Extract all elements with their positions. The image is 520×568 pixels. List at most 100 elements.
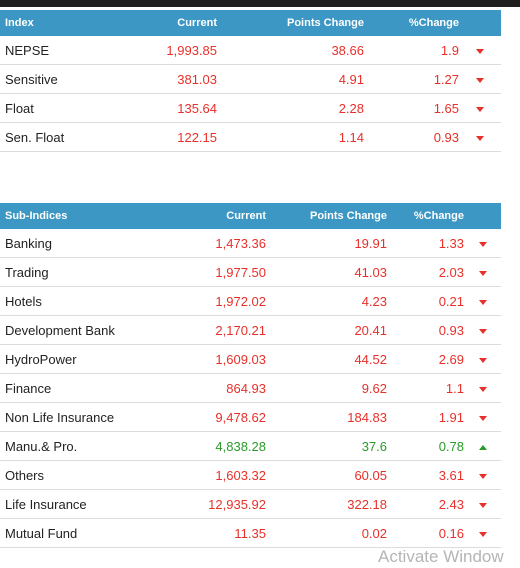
row-name: Trading	[0, 257, 147, 287]
sub-header-trend	[464, 203, 501, 229]
arrow-down-icon	[478, 357, 487, 363]
row-current: 1,609.03	[147, 344, 266, 374]
row-current: 1,972.02	[147, 286, 266, 316]
row-percent-change: 0.93	[364, 122, 459, 152]
trend-cell	[464, 229, 501, 258]
table-row[interactable]: Trading 1,977.50 41.03 2.03	[0, 257, 501, 287]
arrow-down-icon	[478, 502, 487, 508]
row-current: 1,993.85	[125, 36, 217, 65]
sub-header-name: Sub-Indices	[0, 203, 147, 229]
row-points-change: 9.62	[266, 373, 387, 403]
trend-cell	[464, 257, 501, 287]
row-current: 135.64	[125, 93, 217, 123]
index-header-trend	[459, 10, 501, 36]
trend-cell	[464, 431, 501, 461]
row-points-change: 37.6	[266, 431, 387, 461]
row-current: 11.35	[147, 518, 266, 548]
index-table-header: Index Current Points Change %Change	[0, 10, 501, 36]
trend-cell	[464, 489, 501, 519]
table-row[interactable]: Mutual Fund 11.35 0.02 0.16	[0, 518, 501, 548]
index-header-name: Index	[0, 10, 125, 36]
row-name: Sen. Float	[0, 122, 125, 152]
row-name: Mutual Fund	[0, 518, 147, 548]
row-percent-change: 1.91	[387, 402, 464, 432]
row-current: 4,838.28	[147, 431, 266, 461]
sub-header-pct: %Change	[387, 203, 464, 229]
index-header-current: Current	[125, 10, 217, 36]
index-table: Index Current Points Change %Change NEPS…	[0, 10, 501, 152]
sub-indices-table-header: Sub-Indices Current Points Change %Chang…	[0, 203, 501, 229]
trend-cell	[464, 518, 501, 548]
row-percent-change: 2.69	[387, 344, 464, 374]
row-percent-change: 1.33	[387, 229, 464, 258]
row-current: 381.03	[125, 64, 217, 94]
arrow-up-icon	[478, 444, 487, 450]
arrow-down-icon	[478, 328, 487, 334]
table-row[interactable]: Banking 1,473.36 19.91 1.33	[0, 229, 501, 258]
table-row[interactable]: Sensitive 381.03 4.91 1.27	[0, 64, 501, 94]
row-percent-change: 1.27	[364, 64, 459, 94]
row-name: Float	[0, 93, 125, 123]
sub-header-points: Points Change	[266, 203, 387, 229]
activate-windows-watermark: Activate Window	[378, 547, 504, 566]
top-bar	[0, 0, 520, 7]
sub-indices-table: Sub-Indices Current Points Change %Chang…	[0, 203, 501, 548]
row-points-change: 38.66	[217, 36, 364, 65]
row-name: Life Insurance	[0, 489, 147, 519]
arrow-down-icon	[476, 106, 484, 112]
table-row[interactable]: Others 1,603.32 60.05 3.61	[0, 460, 501, 490]
row-current: 122.15	[125, 122, 217, 152]
arrow-down-icon	[478, 386, 487, 392]
row-current: 2,170.21	[147, 315, 266, 345]
trend-cell	[459, 36, 501, 65]
row-percent-change: 1.1	[387, 373, 464, 403]
row-points-change: 2.28	[217, 93, 364, 123]
row-percent-change: 1.9	[364, 36, 459, 65]
row-name: Manu.& Pro.	[0, 431, 147, 461]
table-row[interactable]: Finance 864.93 9.62 1.1	[0, 373, 501, 403]
trend-cell	[459, 64, 501, 94]
row-percent-change: 2.43	[387, 489, 464, 519]
table-row[interactable]: Hotels 1,972.02 4.23 0.21	[0, 286, 501, 316]
row-current: 1,977.50	[147, 257, 266, 287]
row-current: 1,603.32	[147, 460, 266, 490]
trend-cell	[464, 344, 501, 374]
index-header-pct: %Change	[364, 10, 459, 36]
table-row[interactable]: Float 135.64 2.28 1.65	[0, 93, 501, 123]
row-name: NEPSE	[0, 36, 125, 65]
arrow-down-icon	[478, 241, 487, 247]
table-row[interactable]: Non Life Insurance 9,478.62 184.83 1.91	[0, 402, 501, 432]
row-current: 9,478.62	[147, 402, 266, 432]
trend-cell	[464, 373, 501, 403]
row-percent-change: 2.03	[387, 257, 464, 287]
table-row[interactable]: NEPSE 1,993.85 38.66 1.9	[0, 36, 501, 65]
row-name: HydroPower	[0, 344, 147, 374]
arrow-down-icon	[478, 299, 487, 305]
arrow-down-icon	[476, 77, 484, 83]
table-row[interactable]: HydroPower 1,609.03 44.52 2.69	[0, 344, 501, 374]
row-points-change: 19.91	[266, 229, 387, 258]
trend-cell	[464, 460, 501, 490]
row-name: Non Life Insurance	[0, 402, 147, 432]
row-points-change: 60.05	[266, 460, 387, 490]
row-points-change: 0.02	[266, 518, 387, 548]
row-current: 12,935.92	[147, 489, 266, 519]
row-percent-change: 1.65	[364, 93, 459, 123]
row-points-change: 4.91	[217, 64, 364, 94]
arrow-down-icon	[478, 270, 487, 276]
table-row[interactable]: Manu.& Pro. 4,838.28 37.6 0.78	[0, 431, 501, 461]
trend-cell	[464, 402, 501, 432]
row-points-change: 184.83	[266, 402, 387, 432]
sub-header-current: Current	[147, 203, 266, 229]
arrow-down-icon	[476, 135, 484, 141]
row-name: Finance	[0, 373, 147, 403]
table-row[interactable]: Development Bank 2,170.21 20.41 0.93	[0, 315, 501, 345]
arrow-down-icon	[478, 531, 487, 537]
row-percent-change: 0.16	[387, 518, 464, 548]
row-name: Banking	[0, 229, 147, 258]
row-points-change: 1.14	[217, 122, 364, 152]
row-points-change: 4.23	[266, 286, 387, 316]
arrow-down-icon	[478, 415, 487, 421]
table-row[interactable]: Sen. Float 122.15 1.14 0.93	[0, 122, 501, 152]
table-row[interactable]: Life Insurance 12,935.92 322.18 2.43	[0, 489, 501, 519]
